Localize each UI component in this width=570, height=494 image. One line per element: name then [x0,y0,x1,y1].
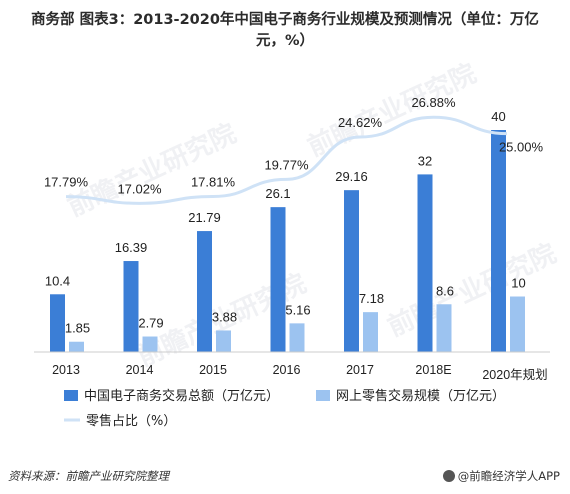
x-tick-label: 2014 [126,363,154,377]
data-label-total: 26.1 [265,186,290,201]
legend-swatch-total [64,390,78,401]
data-label-retail: 5.16 [285,302,310,317]
bar-retail [289,323,305,352]
data-label-retail: 1.85 [65,321,90,336]
legend-label-share: 零售占比（%） [86,413,176,429]
legend-swatch-retail [316,390,330,401]
bar-total [123,261,139,352]
data-label-total: 16.39 [115,240,148,255]
data-label-share: 25.00% [499,140,544,155]
data-label-retail: 2.79 [138,316,163,331]
bar-total [50,294,65,352]
credit-note: @前瞻经济学人APP [442,468,560,484]
x-tick-label: 2020年规划 [482,367,547,382]
bar-retail [142,336,158,352]
data-label-total: 10.4 [45,273,70,288]
bar-total [417,174,433,352]
bar-total [344,190,359,352]
data-label-share: 24.62% [338,115,383,130]
logo-icon [442,470,455,482]
legend-label-retail: 网上零售交易规模（万亿元） [336,388,505,404]
data-label-share: 26.88% [411,95,456,110]
bar-retail [436,304,452,352]
bar-retail [363,312,378,352]
x-tick-label: 2013 [52,363,80,377]
data-label-share: 19.77% [264,157,309,172]
data-label-retail: 7.18 [359,291,384,306]
credit-text: @前瞻经济学人APP [457,469,560,483]
data-label-total: 29.16 [335,169,368,184]
x-tick-label: 2018E [415,363,451,377]
legend-label-total: 中国电子商务交易总额（万亿元） [84,388,279,404]
bar-total [270,207,286,352]
data-label-share: 17.02% [117,181,162,196]
bar-total [491,130,506,352]
data-label-retail: 8.6 [436,283,454,298]
chart-title: 商务部 图表3：2013-2020年中国电子商务行业规模及预测情况（单位：万亿元… [31,12,539,49]
data-label-share: 17.81% [191,174,236,189]
data-label-total: 40 [491,109,505,124]
x-tick-label: 2015 [199,363,227,377]
x-tick-label: 2016 [273,363,301,377]
x-tick-label: 2017 [346,363,374,377]
source-note: 资料来源：前瞻产业研究院整理 [8,469,169,483]
bar-retail [216,330,231,352]
bar-retail [69,341,84,352]
data-label-total: 32 [418,153,432,168]
data-label-total: 21.79 [188,210,221,225]
data-label-retail: 10 [511,276,525,291]
data-label-retail: 3.88 [212,309,237,324]
line-retail-share [65,115,508,205]
bar-total [197,231,212,352]
bar-retail [510,296,525,352]
data-label-share: 17.79% [44,175,89,190]
